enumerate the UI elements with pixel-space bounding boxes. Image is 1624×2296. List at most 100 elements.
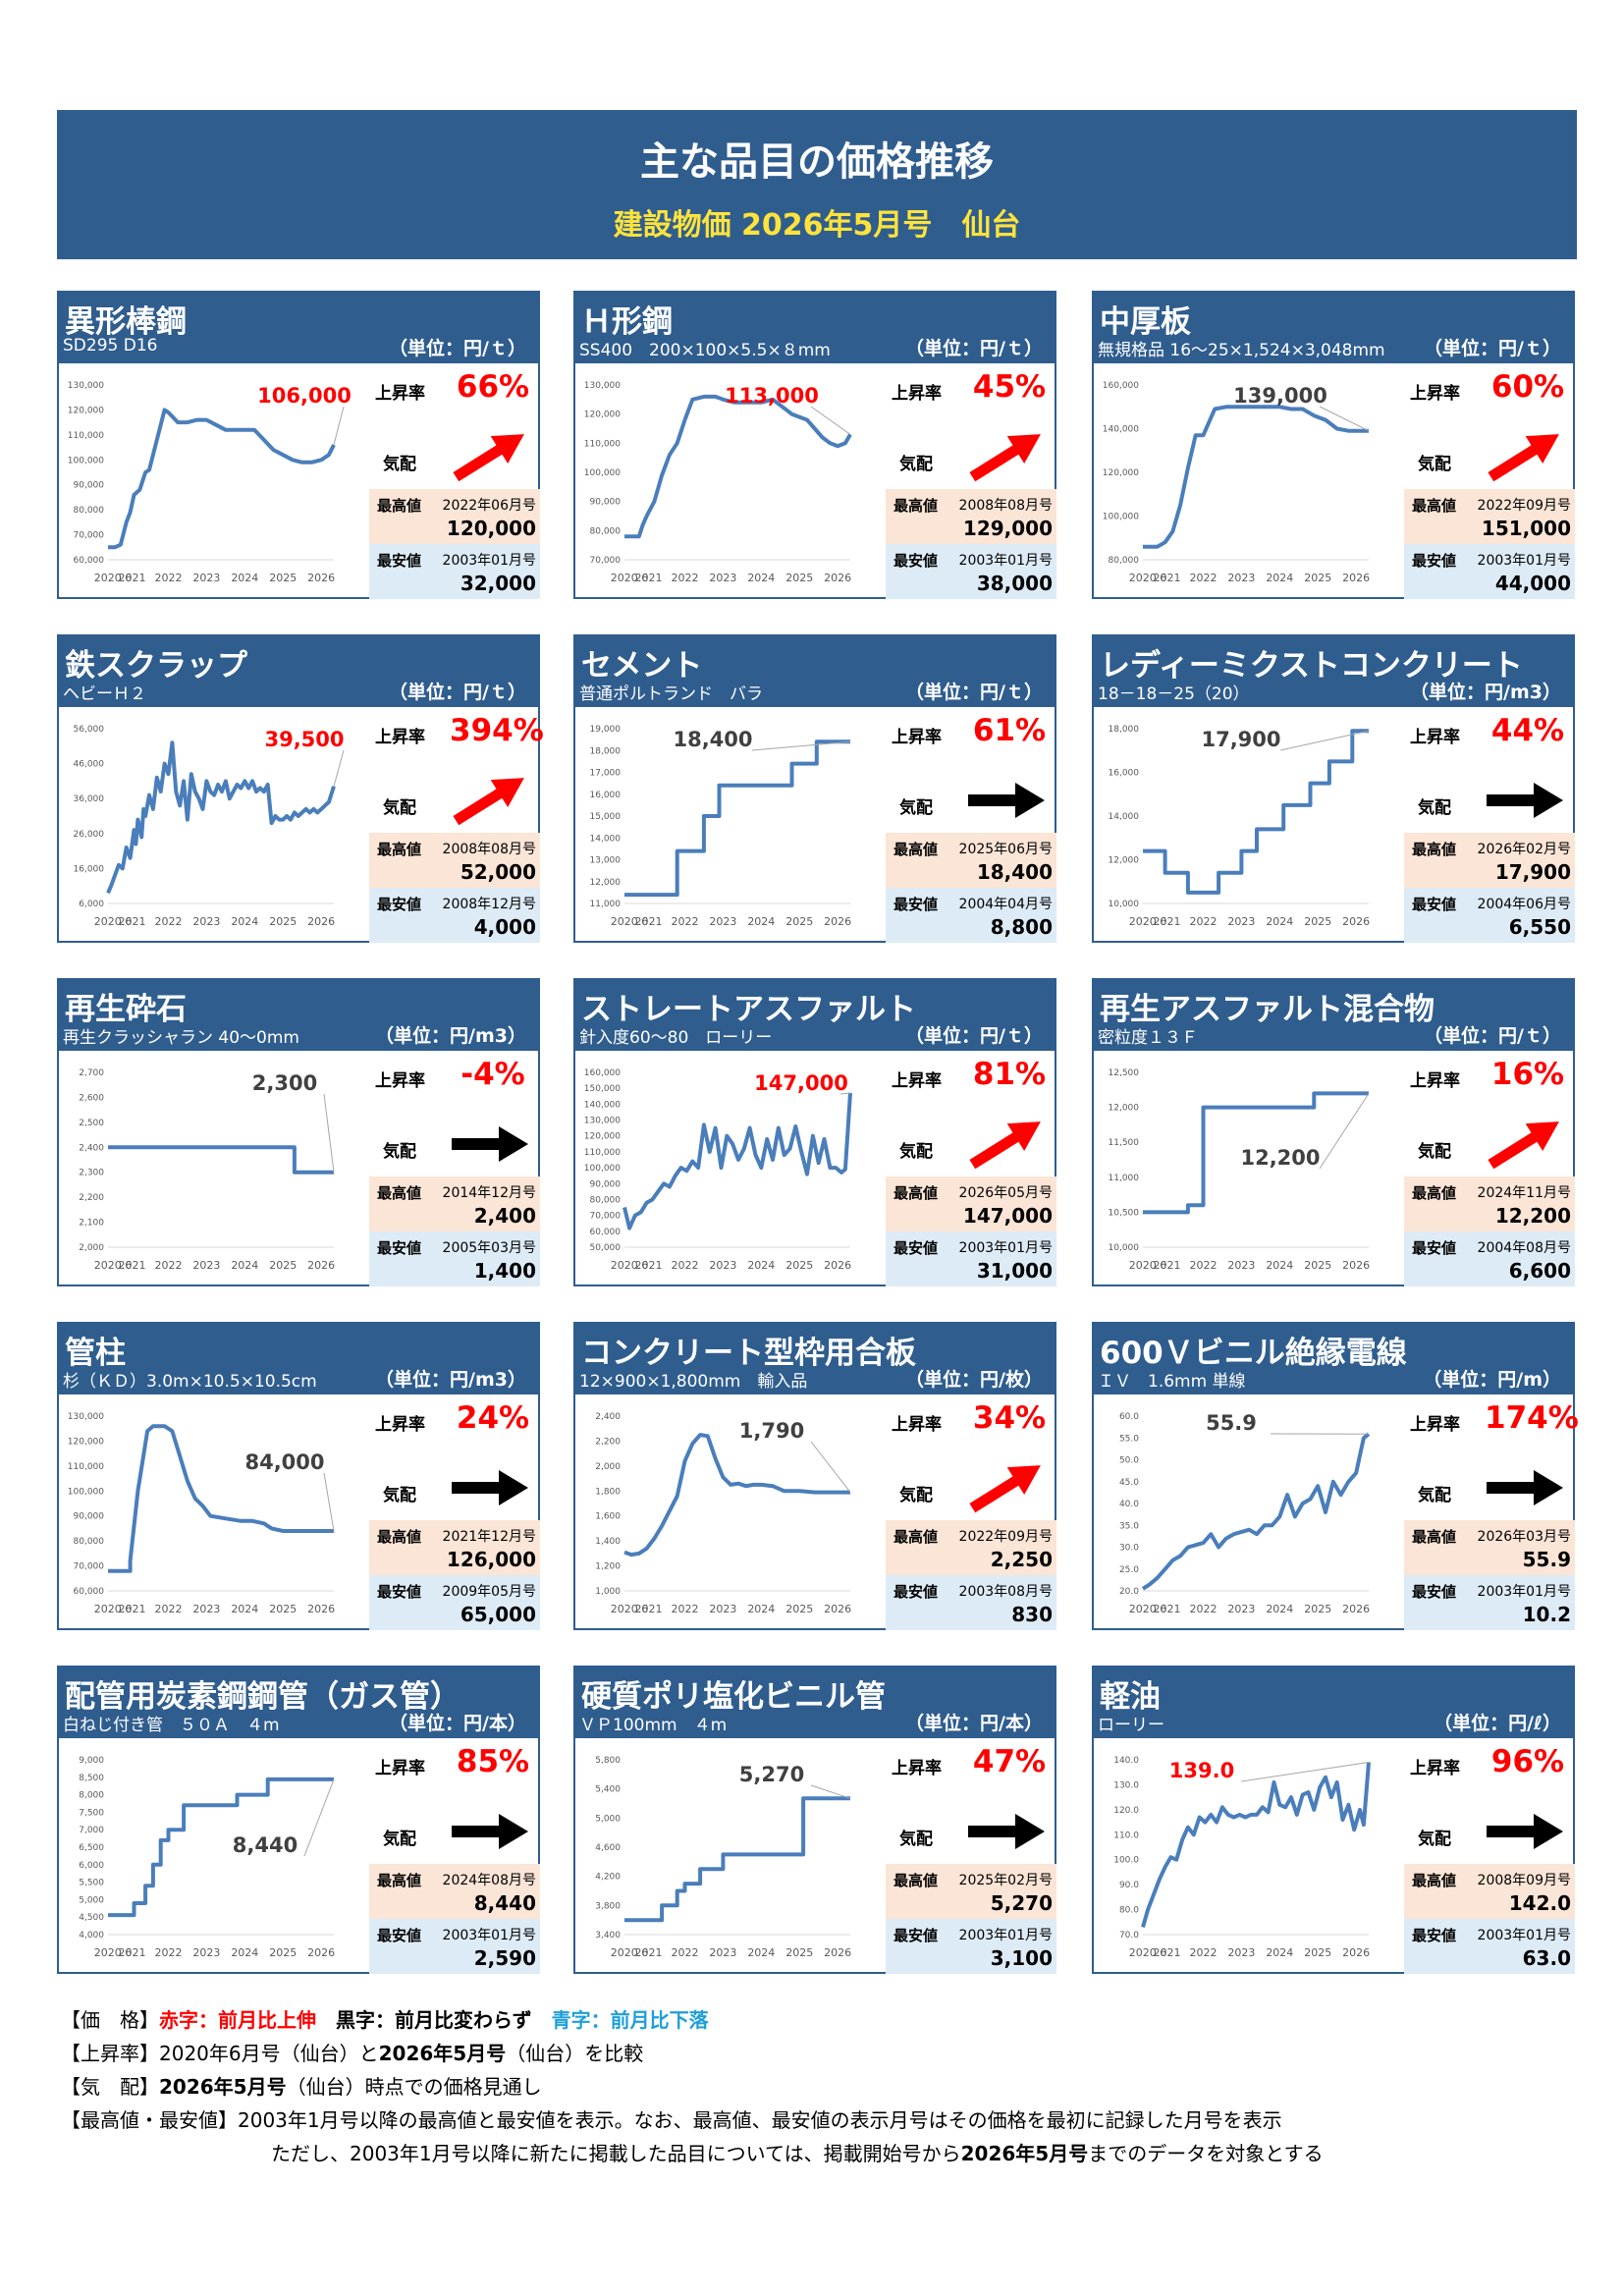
trend-up-arrow-icon <box>969 1465 1041 1513</box>
item-unit: （単位：円/m3） <box>375 1369 526 1391</box>
price-card: Ｈ形鋼 SS400 200×100×5.5×８mm （単位：円/ｔ） 130,000 1… <box>573 291 1056 599</box>
y-tick-label: 2,300 <box>79 1169 104 1178</box>
y-tick-label: 6,500 <box>79 1843 104 1853</box>
lowest-label: 最安値 <box>1412 1239 1457 1257</box>
trend-up-arrow-icon <box>969 434 1041 482</box>
highest-value-block: 最高値 2008年09月号 142.0 <box>1404 1864 1575 1919</box>
y-tick-label: 90,000 <box>590 1179 622 1189</box>
highest-date: 2025年06月号 <box>958 842 1053 857</box>
y-tick-label: 12,500 <box>1109 1068 1140 1078</box>
trend-label: 気配 <box>899 1142 933 1162</box>
x-tick-label: 2024 <box>1266 1603 1293 1615</box>
lowest-value-block: 最安値 2008年12月号 4,000 <box>369 888 540 943</box>
x-tick-label: 2026 <box>824 1603 851 1615</box>
y-tick-label: 130,000 <box>584 381 621 391</box>
lowest-label: 最安値 <box>377 552 422 570</box>
x-tick-label: 2026 <box>824 915 851 928</box>
y-tick-label: 13,000 <box>590 856 622 866</box>
trend-label: 気配 <box>383 1486 416 1505</box>
y-tick-label: 16,000 <box>74 864 105 874</box>
x-tick-label: 2024 <box>747 572 775 584</box>
item-spec: 針入度60～80 ローリー <box>579 1028 773 1048</box>
trend-flat-arrow-icon <box>968 783 1045 818</box>
x-tick-label: 2021 <box>635 1946 663 1959</box>
note-price: 【価 格】赤字：前月比上伸 黒字：前月比変わらず 青字：前月比下落 <box>61 2008 709 2032</box>
series-line <box>108 1424 334 1573</box>
callout-leader <box>810 1441 851 1493</box>
x-tick-label: 2023 <box>709 915 736 928</box>
card-header: 中厚板 無規格品 16～25×1,524×3,048mm （単位：円/ｔ） <box>1094 293 1573 363</box>
lowest-date: 2003年01月号 <box>442 553 536 569</box>
current-value-label: 106,000 <box>257 384 352 408</box>
x-tick-label: 2025 <box>1304 1946 1331 1959</box>
note-trend: 【気 配】2026年5月号（仙台）時点での価格見通し <box>61 2075 542 2099</box>
x-tick-label: 2021 <box>1154 572 1181 584</box>
y-tick-label: 100,000 <box>584 468 621 478</box>
x-tick-label: 2025 <box>785 1603 813 1615</box>
card-header: 配管用炭素鋼鋼管（ガス管） 白ねじ付き管 ５０Ａ ４m （単位：円/本） <box>59 1667 538 1738</box>
x-tick-label: 2024 <box>747 1259 775 1272</box>
x-tick-label: 2020.6 <box>94 1946 133 1959</box>
callout-leader <box>1240 1762 1370 1782</box>
y-tick-label: 140,000 <box>584 1100 621 1110</box>
item-spec: 無規格品 16～25×1,524×3,048mm <box>1098 341 1385 360</box>
x-tick-label: 2020.6 <box>1129 572 1167 584</box>
y-tick-label: 2,100 <box>79 1219 104 1229</box>
item-unit: （単位：円/枚） <box>905 1369 1043 1391</box>
highest-label: 最高値 <box>893 1528 939 1546</box>
rise-label: 上昇率 <box>892 1071 942 1091</box>
series-line <box>624 739 850 898</box>
y-tick-label: 70,000 <box>590 556 622 566</box>
item-spec: 18－18－25（20） <box>1098 684 1250 704</box>
x-tick-label: 2021 <box>1154 1946 1181 1959</box>
lowest-value: 6,550 <box>1508 915 1571 939</box>
y-tick-label: 130,000 <box>68 1412 104 1422</box>
y-tick-label: 160,000 <box>1103 381 1139 391</box>
current-value-label: 5,270 <box>739 1763 804 1786</box>
highest-date: 2022年09月号 <box>958 1529 1053 1545</box>
lowest-date: 2009年05月号 <box>442 1584 536 1600</box>
y-tick-label: 8,500 <box>79 1774 104 1783</box>
highest-value: 18,400 <box>976 860 1053 884</box>
y-tick-label: 80,000 <box>590 1195 622 1205</box>
lowest-value-block: 最安値 2004年08月号 6,600 <box>1404 1231 1575 1286</box>
lowest-value-block: 最安値 2004年06月号 6,550 <box>1404 888 1575 943</box>
y-tick-label: 2,400 <box>79 1143 104 1153</box>
y-tick-label: 12,000 <box>1109 1104 1140 1114</box>
rise-rate: 174% <box>1485 1400 1579 1436</box>
y-tick-label: 5,800 <box>595 1756 621 1766</box>
x-tick-label: 2026 <box>824 1259 851 1272</box>
x-tick-label: 2025 <box>785 915 813 928</box>
item-unit: （単位：円/本） <box>389 1713 526 1734</box>
callout-leader <box>303 1778 335 1857</box>
rise-rate: 47% <box>972 1744 1047 1779</box>
rise-rate: -4% <box>460 1057 525 1092</box>
series-line <box>1141 1762 1371 1928</box>
highest-value-block: 最高値 2025年02月号 5,270 <box>886 1864 1056 1919</box>
price-card: コンクリート型枠用合板 12×900×1,800mm 輸入品 （単位：円/枚） 2,4… <box>573 1322 1056 1630</box>
y-tick-label: 25.0 <box>1119 1565 1139 1575</box>
y-tick-label: 70,000 <box>74 531 105 541</box>
highest-date: 2024年08月号 <box>442 1873 536 1888</box>
item-unit: （単位：円/ℓ） <box>1434 1713 1561 1734</box>
item-spec: ＩＶ 1.6mm 単線 <box>1098 1372 1246 1392</box>
y-tick-label: 4,000 <box>79 1931 104 1941</box>
y-tick-label: 20.0 <box>1119 1587 1139 1597</box>
legend-notes: 【価 格】赤字：前月比上伸 黒字：前月比変わらず 青字：前月比下落 【上昇率】2… <box>61 2003 1324 2170</box>
x-tick-label: 2020.6 <box>94 915 133 928</box>
y-tick-label: 1,000 <box>595 1587 621 1597</box>
y-tick-label: 6,000 <box>79 1861 104 1871</box>
rise-rate: 66% <box>456 369 530 405</box>
callout-leader <box>810 406 851 435</box>
trend-up-arrow-icon <box>1488 434 1559 482</box>
item-name: ストレートアスファルト <box>581 992 916 1027</box>
current-value-label: 8,440 <box>233 1833 298 1857</box>
rise-label: 上昇率 <box>892 384 942 404</box>
lowest-date: 2004年08月号 <box>1477 1240 1571 1256</box>
y-tick-label: 16,000 <box>1109 769 1140 779</box>
x-tick-label: 2026 <box>1342 1946 1370 1959</box>
y-tick-label: 7,000 <box>79 1826 104 1835</box>
x-tick-label: 2021 <box>119 1603 146 1615</box>
x-tick-label: 2026 <box>307 1946 335 1959</box>
item-name: 鉄スクラップ <box>65 648 247 683</box>
